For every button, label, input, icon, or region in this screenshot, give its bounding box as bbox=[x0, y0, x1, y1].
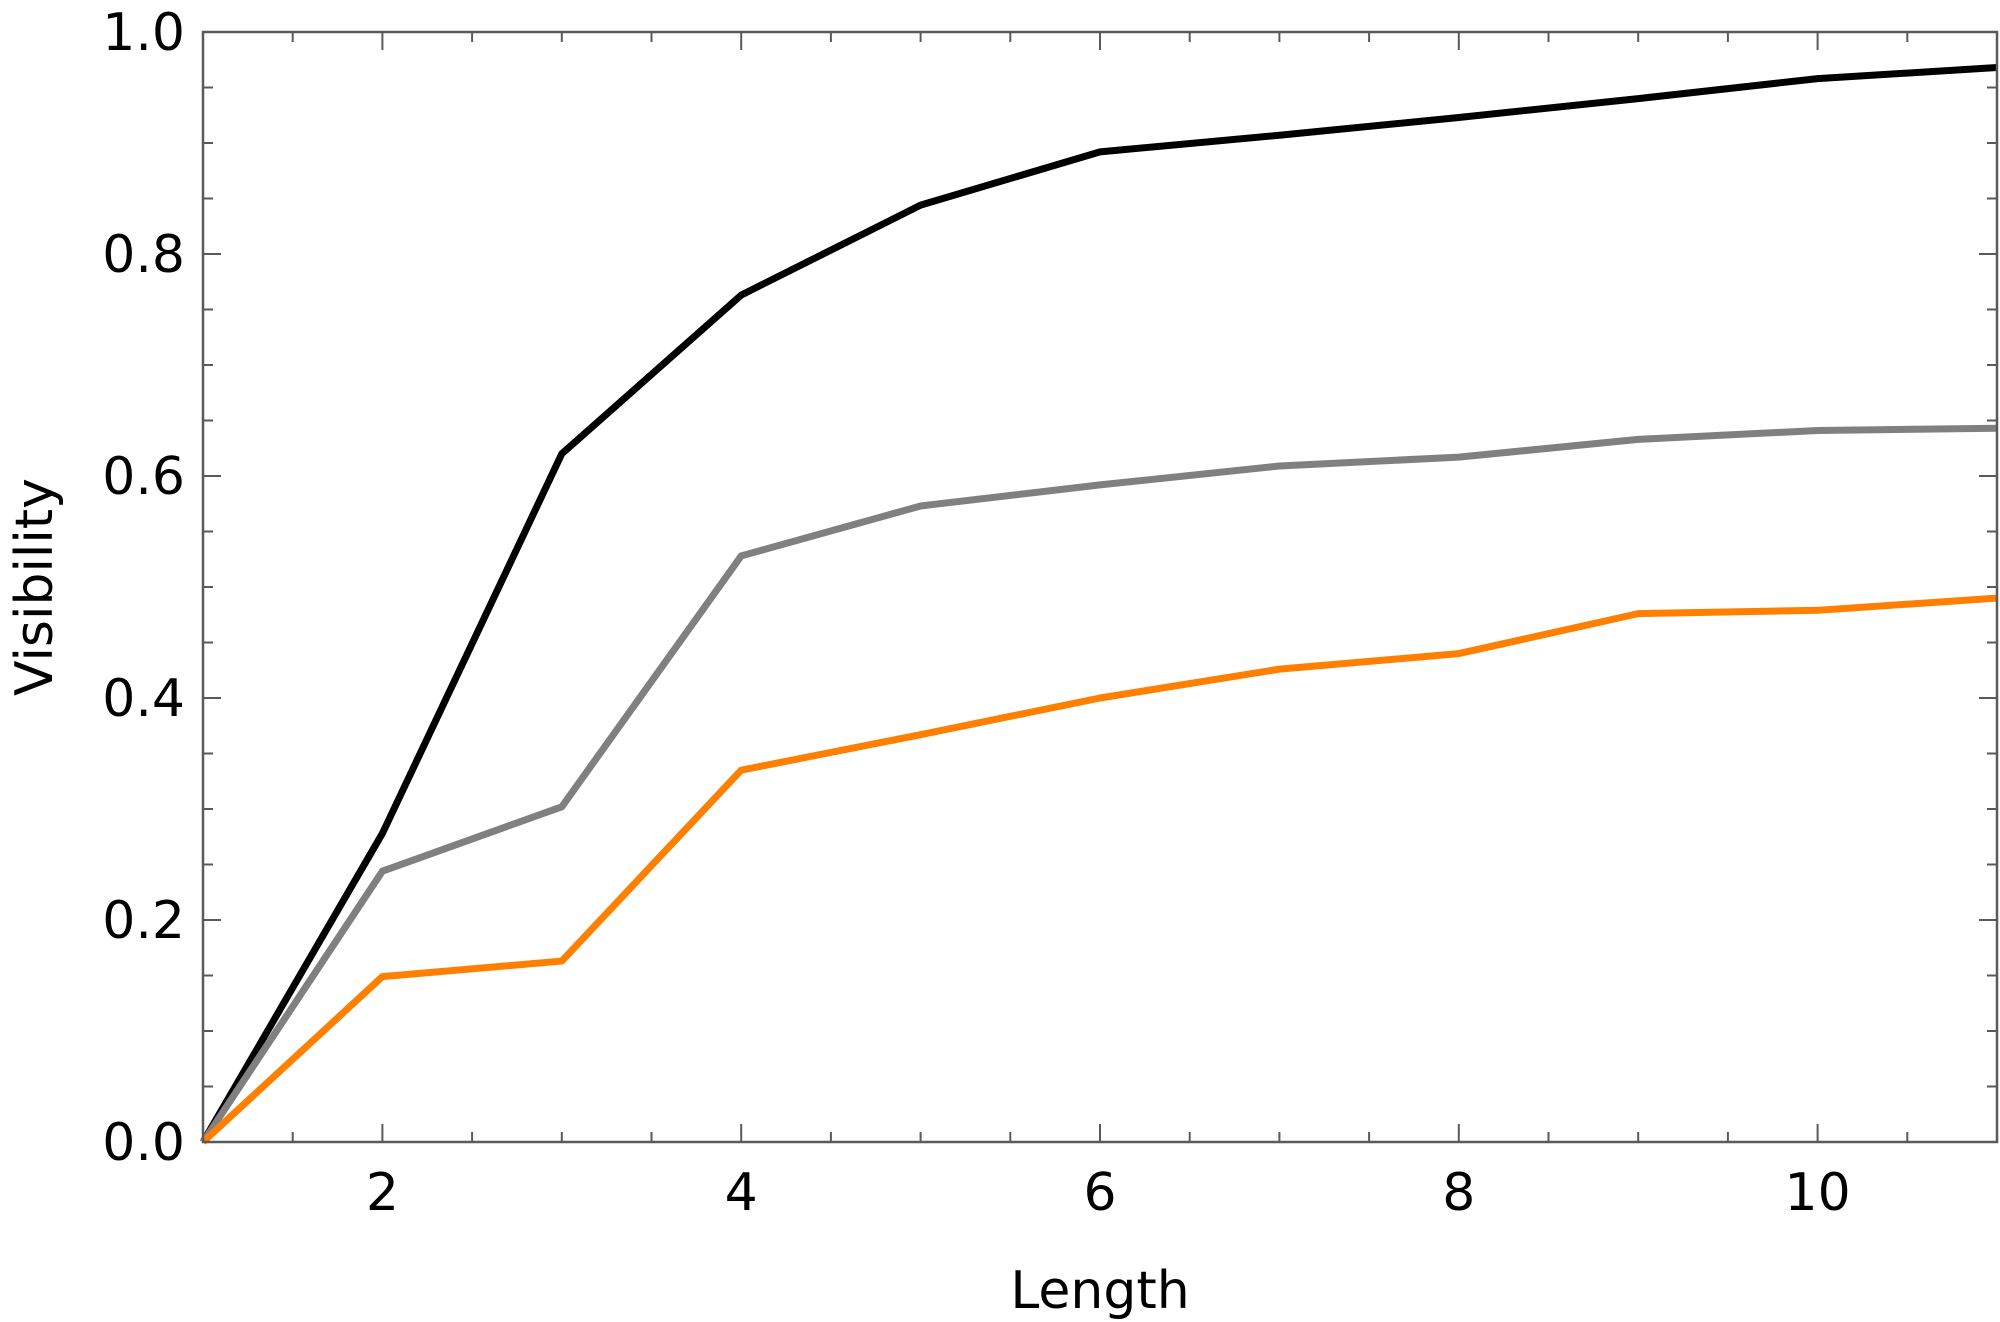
x-tick-labels: 2 4 6 8 10 bbox=[366, 1163, 1851, 1223]
x-tick-label: 4 bbox=[725, 1163, 758, 1223]
y-tick-label: 0.2 bbox=[102, 891, 185, 951]
x-tick-label: 8 bbox=[1442, 1163, 1475, 1223]
x-tick-label: 6 bbox=[1083, 1163, 1116, 1223]
y-tick-label: 1.0 bbox=[102, 3, 185, 63]
y-tick-labels: 0.0 0.2 0.4 0.6 0.8 1.0 bbox=[102, 3, 185, 1173]
series-lines bbox=[199, 64, 1998, 1145]
series-line-3 bbox=[200, 594, 1998, 1145]
y-tick-label: 0.0 bbox=[102, 1113, 185, 1173]
x-tick-label: 10 bbox=[1785, 1163, 1851, 1223]
plot-frame bbox=[201, 30, 1999, 1144]
x-tick-label: 2 bbox=[366, 1163, 399, 1223]
minor-ticks bbox=[203, 32, 1997, 1142]
y-tick-label: 0.6 bbox=[102, 447, 185, 507]
x-axis-title: Length bbox=[1010, 1261, 1189, 1321]
series-line-1 bbox=[199, 64, 1998, 1144]
major-ticks bbox=[203, 31, 1997, 1143]
y-axis-title: Visibility bbox=[5, 478, 65, 696]
y-tick-label: 0.4 bbox=[102, 669, 185, 729]
y-tick-label: 0.8 bbox=[102, 225, 185, 285]
series-line-2 bbox=[200, 424, 1998, 1144]
